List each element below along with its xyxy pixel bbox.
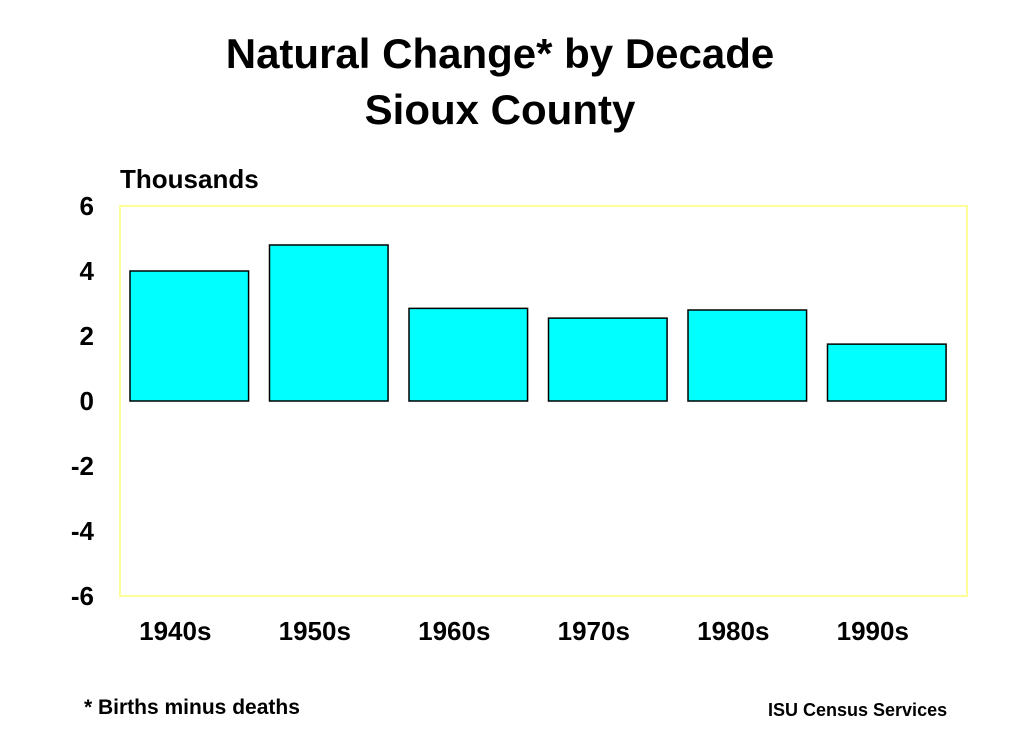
footnote: * Births minus deaths (84, 696, 300, 719)
plot-area-border (119, 205, 968, 597)
y-tick-label: 2 (80, 321, 94, 351)
bar (547, 317, 668, 402)
y-tick-label: -4 (71, 516, 95, 546)
x-tick-label: 1970s (558, 616, 630, 646)
x-tick-label: 1990s (837, 616, 909, 646)
source-credit: ISU Census Services (768, 700, 948, 720)
chart-subtitle: Sioux County (364, 86, 636, 133)
x-tick-label: 1940s (139, 616, 211, 646)
chart-title: Natural Change* by Decade (225, 30, 775, 77)
y-tick-label: 4 (80, 256, 95, 286)
bar (268, 244, 389, 402)
bar (826, 343, 947, 402)
x-tick-label: 1950s (279, 616, 351, 646)
y-tick-label: -6 (71, 581, 94, 611)
y-tick-label: -2 (71, 451, 94, 481)
y-axis-label: Thousands (120, 164, 259, 194)
x-tick-label: 1960s (418, 616, 490, 646)
bar (408, 307, 529, 402)
y-tick-label: 0 (80, 386, 94, 416)
x-tick-label: 1980s (697, 616, 769, 646)
y-tick-label: 6 (80, 191, 94, 221)
bar (687, 309, 808, 402)
bar (129, 270, 250, 402)
